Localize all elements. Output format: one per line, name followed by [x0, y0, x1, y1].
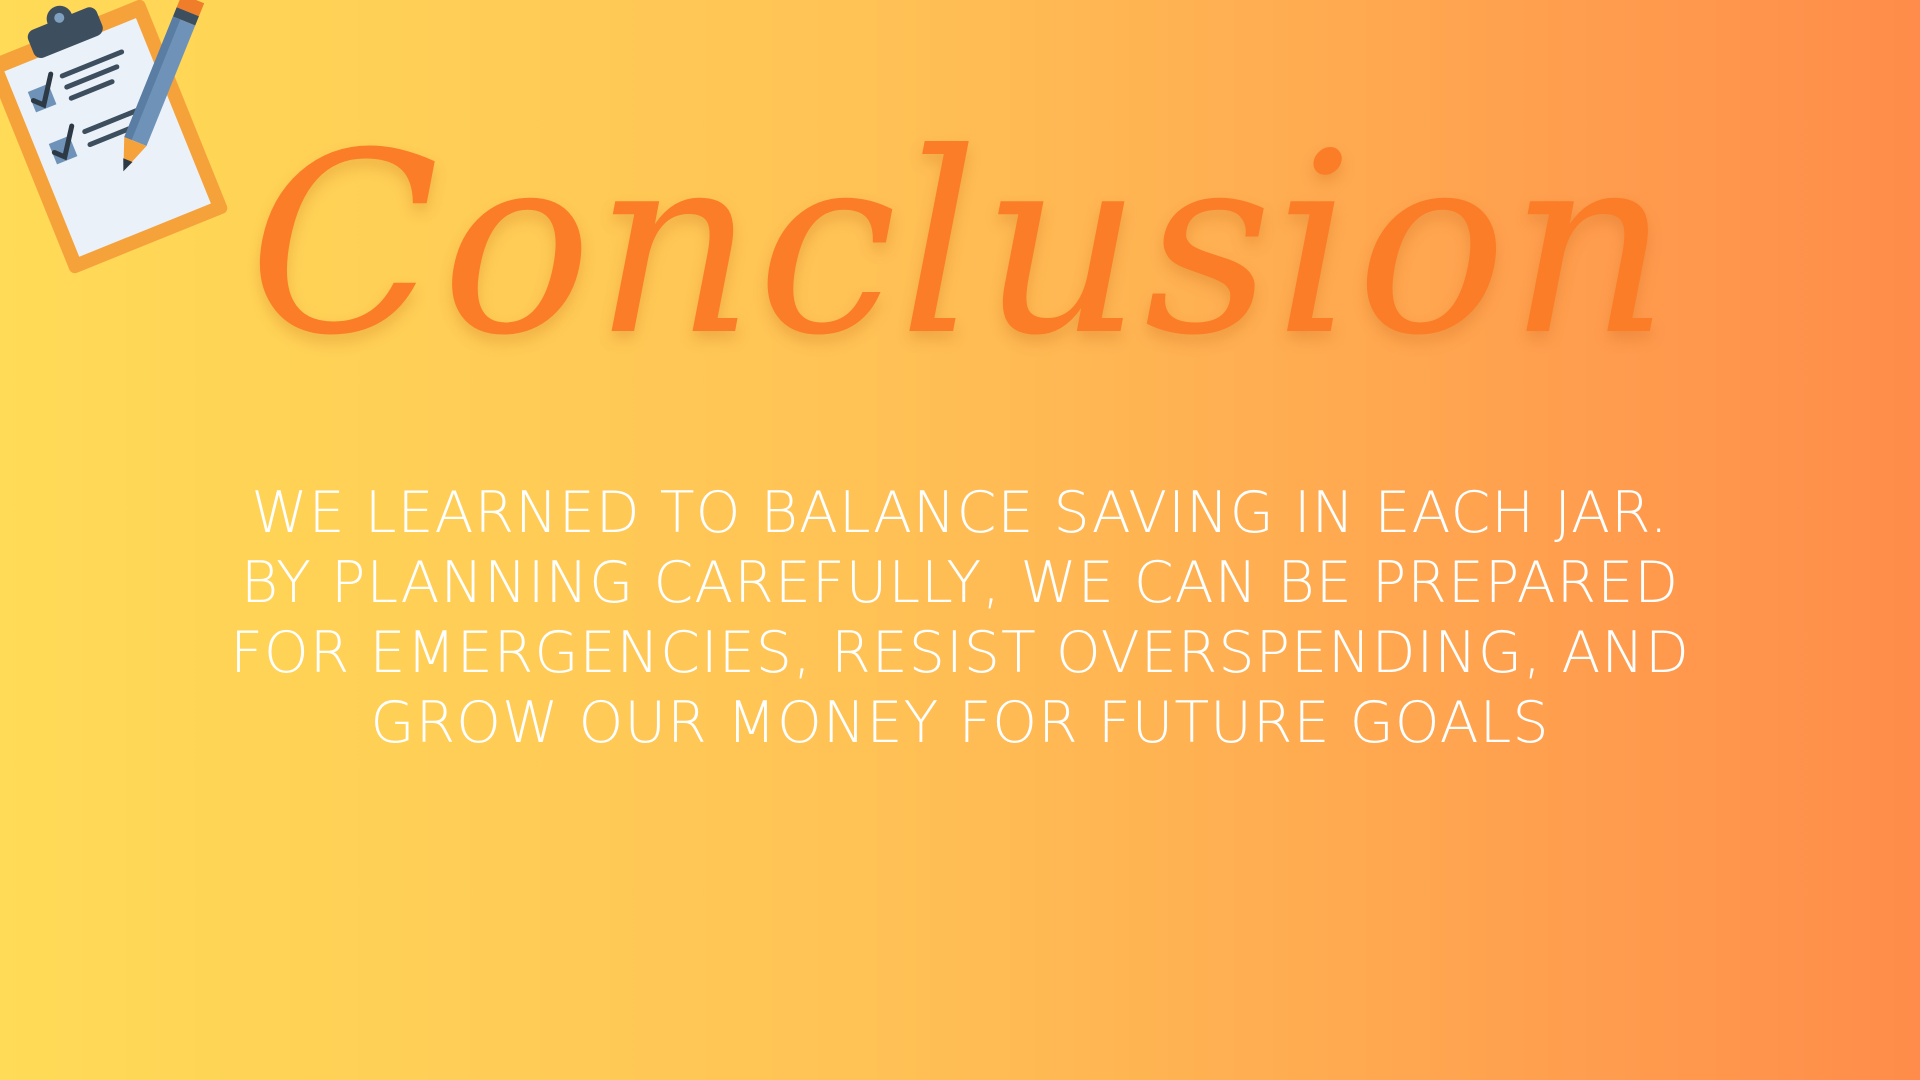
body-line-1: WE LEARNED TO BALANCE SAVING IN EACH JAR…: [251, 480, 1669, 546]
body-line-2: BY PLANNING CAREFULLY, WE CAN BE PREPARE…: [240, 550, 1680, 616]
slide-title: Conclusion: [248, 99, 1672, 390]
conclusion-body: WE LEARNED TO BALANCE SAVING IN EACH JAR…: [140, 478, 1780, 758]
body-line-4: GROW OUR MONEY FOR FUTURE GOALS: [370, 690, 1550, 756]
clipboard-checklist-icon: [0, 0, 228, 274]
body-line-3: FOR EMERGENCIES, RESIST OVERSPENDING, AN…: [230, 620, 1690, 686]
